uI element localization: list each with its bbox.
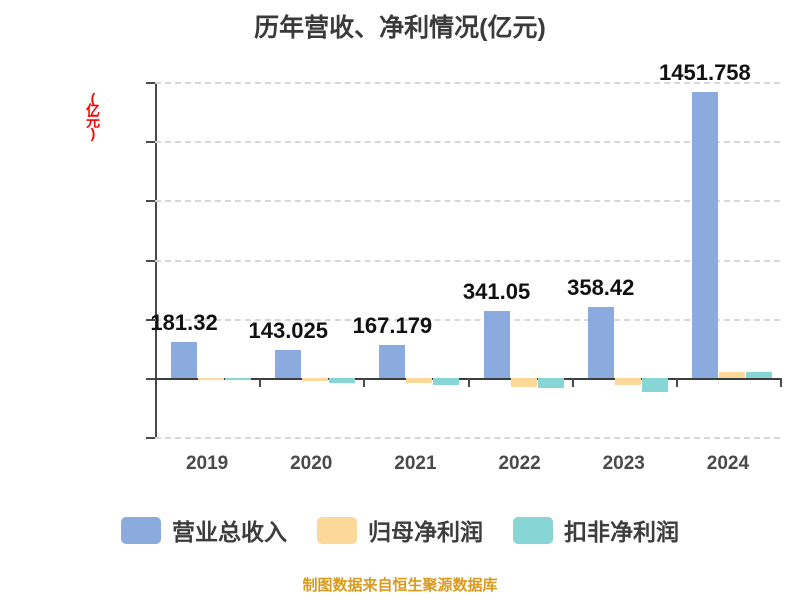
bar[interactable]	[379, 344, 406, 378]
bar-value-label: 1451.758	[659, 59, 751, 85]
bar-group	[587, 82, 668, 437]
bar[interactable]	[433, 377, 460, 385]
footer-source-note: 制图数据来自恒生聚源数据库	[302, 577, 498, 594]
bar-group	[275, 82, 356, 437]
legend-label-net-profit: 归母净利润	[368, 519, 483, 545]
y-axis-tick	[146, 377, 155, 380]
chart-title: 历年营收、净利情况(亿元)	[254, 14, 546, 42]
legend-item-non-recurring-profit[interactable]: 扣非净利润	[513, 513, 679, 547]
x-axis-tick	[780, 377, 782, 387]
bar-value-label: 167.179	[352, 312, 433, 338]
bar[interactable]	[329, 377, 356, 383]
bar[interactable]	[275, 349, 302, 378]
y-axis-unit-label: (亿元)	[85, 90, 101, 138]
y-axis-tick	[146, 141, 155, 144]
bar[interactable]	[510, 377, 537, 387]
legend-label-revenue: 营业总收入	[172, 519, 287, 545]
bar-group	[483, 82, 564, 437]
bar-group	[691, 82, 772, 437]
bar[interactable]	[587, 307, 614, 378]
x-axis-label: 2023	[602, 453, 645, 474]
bar[interactable]	[483, 310, 510, 378]
legend-item-revenue[interactable]: 营业总收入	[121, 513, 287, 547]
legend-swatch-revenue	[121, 516, 161, 544]
y-axis-tick	[146, 437, 155, 439]
bar-value-label: 341.05	[462, 278, 531, 304]
plot-area: 1,5001,2009006003000-300	[146, 82, 782, 439]
grid-line	[155, 82, 780, 84]
legend-swatch-net-profit	[317, 516, 357, 544]
x-axis-label: 2021	[394, 453, 437, 474]
bar-value-label: 181.32	[150, 310, 218, 336]
grid-line	[155, 141, 780, 144]
bar[interactable]	[537, 377, 564, 388]
bar[interactable]	[718, 371, 745, 378]
bar[interactable]	[641, 377, 668, 392]
bar[interactable]	[225, 377, 252, 380]
legend-swatch-non-recurring-profit	[513, 516, 553, 544]
bar-value-label: 358.42	[567, 275, 635, 301]
bar[interactable]	[406, 377, 433, 383]
legend-label-non-recurring-profit: 扣非净利润	[564, 519, 679, 545]
x-axis-label: 2022	[498, 453, 541, 474]
bar[interactable]	[302, 377, 329, 381]
x-axis-tick	[467, 377, 470, 387]
bar[interactable]	[198, 377, 225, 380]
x-axis-label: 2020	[290, 453, 333, 474]
bar[interactable]	[614, 377, 641, 385]
legend-item-net-profit[interactable]: 归母净利润	[317, 513, 483, 547]
bar-group	[379, 82, 460, 437]
y-axis-tick	[146, 259, 155, 262]
grid-line	[155, 318, 780, 321]
grid-line	[155, 200, 780, 203]
bar[interactable]	[745, 372, 772, 378]
grid-line	[155, 259, 780, 262]
y-axis-tick	[146, 318, 155, 321]
x-axis-tick	[571, 377, 574, 387]
x-axis-label: 2024	[706, 453, 750, 474]
y-axis-tick	[146, 82, 155, 84]
x-axis-tick	[675, 377, 678, 387]
bar-group	[171, 82, 252, 437]
grid-line	[155, 437, 780, 439]
x-axis-tick	[259, 377, 262, 387]
x-axis-label: 2019	[185, 453, 229, 474]
bar-value-label: 143.025	[248, 317, 329, 343]
chart-legend: 营业总收入 归母净利润 扣非净利润	[0, 513, 800, 547]
bar[interactable]	[691, 91, 718, 378]
y-axis-tick	[146, 200, 155, 203]
bar[interactable]	[171, 342, 198, 378]
x-axis-tick	[363, 377, 366, 387]
